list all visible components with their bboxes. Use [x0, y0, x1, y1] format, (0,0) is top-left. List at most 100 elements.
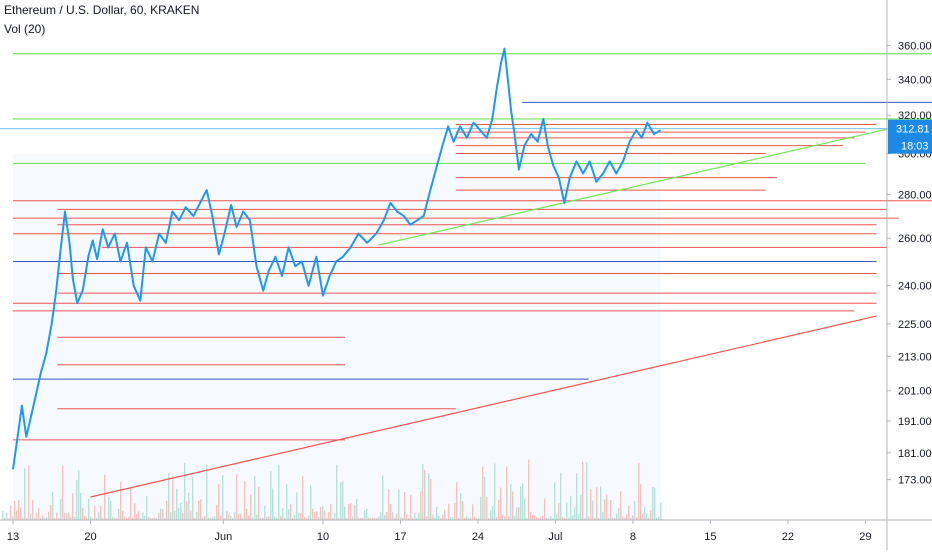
- volume-bar: [206, 464, 208, 520]
- volume-bar: [614, 517, 616, 520]
- volume-bar: [32, 499, 34, 520]
- volume-bar: [640, 484, 642, 520]
- volume-bar: [434, 517, 436, 520]
- volume-bar: [106, 517, 108, 520]
- volume-bar: [102, 517, 104, 520]
- volume-bar: [342, 481, 344, 520]
- volume-bar: [194, 517, 196, 520]
- volume-bar: [538, 517, 540, 520]
- volume-bar: [280, 515, 282, 520]
- volume-bar: [210, 517, 212, 520]
- volume-bar: [484, 476, 486, 520]
- volume-bar: [216, 505, 218, 520]
- volume-bar: [480, 496, 482, 520]
- volume-bar: [48, 511, 50, 520]
- volume-bar: [650, 510, 652, 520]
- volume-bar: [122, 510, 124, 520]
- red-trendline: [90, 315, 877, 498]
- volume-bar: [10, 505, 12, 520]
- volume-bar: [110, 500, 112, 520]
- volume-bar: [462, 501, 464, 520]
- volume-bar: [274, 516, 276, 520]
- volume-bar: [246, 508, 248, 520]
- volume-bar: [104, 474, 106, 520]
- volume-bar: [552, 517, 554, 520]
- volume-bar: [626, 514, 628, 520]
- volume-bar: [18, 499, 20, 520]
- last-price-badge: [888, 119, 932, 154]
- volume-bar: [536, 517, 538, 520]
- volume-bar: [74, 516, 76, 520]
- volume-bar: [138, 511, 140, 520]
- volume-bar: [528, 459, 530, 520]
- volume-bar: [392, 512, 394, 520]
- volume-bar: [230, 515, 232, 520]
- volume-bar: [546, 517, 548, 520]
- volume-bar: [478, 517, 480, 520]
- volume-bar: [572, 515, 574, 520]
- volume-bar: [362, 517, 364, 520]
- volume-bar: [148, 516, 150, 520]
- volume-bar: [86, 517, 88, 520]
- volume-bar: [24, 468, 26, 520]
- volume-bar: [608, 517, 610, 520]
- volume-bar: [160, 508, 162, 520]
- time-tick-label: 13: [7, 531, 19, 543]
- volume-bar: [242, 517, 244, 520]
- volume-bar: [168, 473, 170, 520]
- volume-bar: [400, 517, 402, 520]
- volume-bar: [488, 517, 490, 520]
- volume-bar: [26, 517, 28, 520]
- volume-bar: [72, 493, 74, 520]
- volume-bar: [156, 517, 158, 520]
- volume-bar: [350, 502, 352, 520]
- volume-bar: [166, 500, 168, 520]
- volume-bar: [424, 469, 426, 520]
- volume-bar: [220, 515, 222, 520]
- volume-bar: [322, 505, 324, 520]
- green-trendline: [378, 118, 932, 246]
- volume-bar: [376, 517, 378, 520]
- volume-bar: [12, 516, 14, 520]
- volume-bar: [70, 516, 72, 520]
- volume-bar: [84, 515, 86, 520]
- volume-bar: [336, 464, 338, 520]
- volume-bar: [582, 461, 584, 520]
- volume-bar: [396, 513, 398, 520]
- volume-bar: [332, 517, 334, 520]
- volume-bar: [234, 512, 236, 520]
- volume-bar: [302, 475, 304, 520]
- volume-bar: [450, 517, 452, 520]
- volume-bar: [60, 499, 62, 520]
- volume-bar: [196, 511, 198, 520]
- volume-bar: [454, 502, 456, 520]
- volume-bar: [98, 512, 100, 520]
- volume-bar: [632, 515, 634, 520]
- volume-bar: [436, 506, 438, 520]
- volume-bar: [516, 507, 518, 520]
- volume-bar: [310, 485, 312, 520]
- volume-bar: [214, 516, 216, 520]
- volume-bar: [182, 512, 184, 520]
- volume-bar: [52, 491, 54, 520]
- volume-bar: [326, 518, 328, 520]
- volume-bar: [492, 506, 494, 520]
- volume-bar: [660, 502, 662, 520]
- volume-bar: [610, 500, 612, 520]
- volume-bar: [306, 517, 308, 520]
- volume-bar: [384, 515, 386, 520]
- volume-indicator-label[interactable]: Vol (20): [4, 22, 46, 36]
- volume-bar: [308, 515, 310, 520]
- volume-bar: [218, 483, 220, 520]
- volume-bar: [116, 517, 118, 520]
- volume-bar: [76, 480, 78, 520]
- volume-bar: [68, 512, 70, 520]
- time-tick-label: 15: [704, 531, 716, 543]
- volume-bar: [272, 488, 274, 520]
- volume-bar: [228, 514, 230, 520]
- volume-bar: [36, 512, 38, 520]
- volume-bar: [496, 517, 498, 520]
- volume-bar: [432, 514, 434, 520]
